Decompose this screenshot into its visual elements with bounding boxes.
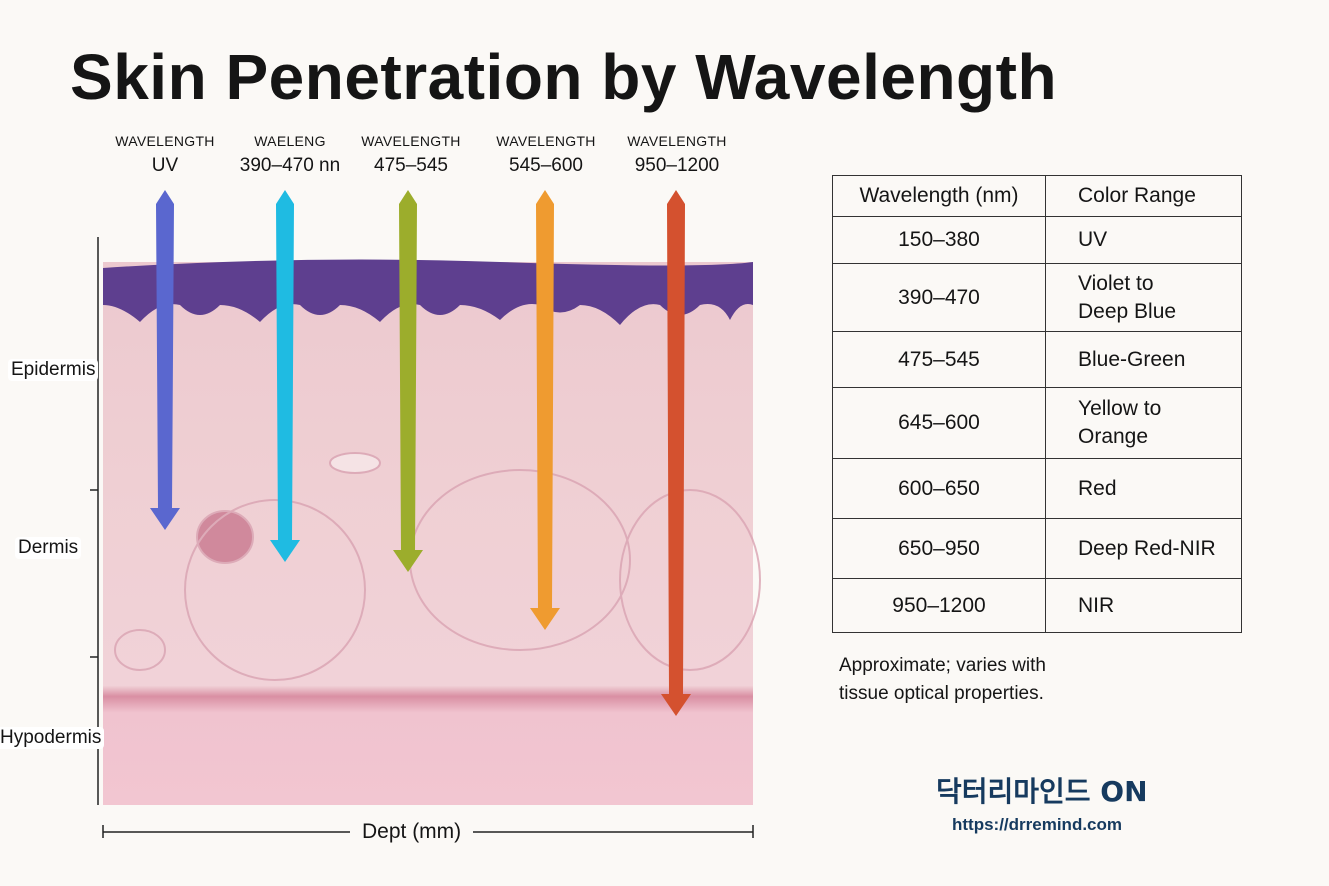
x-axis-label: Dept (mm) [350,820,474,844]
tissue-texture [114,452,761,681]
table-row: 150–380 UV [832,216,1242,264]
label-top: WAVELENGTH [361,133,461,149]
skin-diagram [90,190,761,838]
layer-label-dermis: Dermis [15,537,82,559]
penetration-arrow [393,190,423,572]
cell-wavelength: 650–950 [832,518,1046,579]
cell-color: NIR [1045,578,1242,633]
header-color-range: Color Range [1045,175,1242,217]
epidermis-band [103,259,753,325]
penetration-arrow [150,190,180,530]
cell-wavelength: 475–545 [832,331,1046,388]
cell-wavelength: 390–470 [832,263,1046,332]
table-row: 390–470 Violet to Deep Blue [832,263,1242,332]
table-row: 650–950 Deep Red-NIR [832,518,1242,579]
brand-logo: 닥터리마인드 ON [936,775,1148,808]
wavelength-label-orange: WAVELENGTH 545–600 [476,133,616,177]
cell-color: Violet to Deep Blue [1045,263,1242,332]
label-bottom: 390–470 nn [239,155,341,176]
cell-color: Red [1045,458,1242,519]
label-top: WAVELENGTH [496,133,596,149]
footnote: Approximate; varies with tissue optical … [839,655,1046,704]
label-top: WAVELENGTH [115,133,215,149]
label-bottom: 545–600 [509,155,583,176]
cell-color: Yellow to Orange [1045,387,1242,459]
layer-label-hypodermis: Hypodermis [0,727,105,749]
layer-label-epidermis: Epidermis [8,359,99,381]
label-bottom: 475–545 [374,155,448,176]
penetration-arrow [661,190,691,716]
label-bottom: 950–1200 [634,155,720,176]
label-bottom: UV [151,155,179,176]
cell-wavelength: 150–380 [832,216,1046,264]
header-wavelength: Wavelength (nm) [832,175,1046,217]
label-top: WAELENG [254,133,326,149]
cell-wavelength: 950–1200 [832,578,1046,633]
website-link[interactable]: https://drremind.com [952,815,1123,834]
table-row: 645–600 Yellow to Orange [832,387,1242,459]
label-top: WAVELENGTH [627,133,727,149]
wavelength-label-green: WAVELENGTH 475–545 [341,133,481,177]
table-row: 475–545 Blue-Green [832,331,1242,388]
cell-color: UV [1045,216,1242,264]
table-row: 600–650 Red [832,458,1242,519]
cell-color: Blue-Green [1045,331,1242,388]
table-header-row: Wavelength (nm) Color Range [832,175,1242,217]
page-title: Skin Penetration by Wavelength [70,41,1058,113]
wavelength-label-uv: WAVELENGTH UV [95,133,235,177]
penetration-arrow [270,190,300,562]
wavelength-label-nir: WAVELENGTH 950–1200 [607,133,747,177]
table-row: 950–1200 NIR [832,578,1242,633]
wavelength-table: Wavelength (nm) Color Range 150–380 UV 39… [832,175,1242,633]
penetration-arrow [530,190,560,630]
wavelength-label-violet: WAELENG 390–470 nn [220,133,360,177]
cell-color: Deep Red-NIR [1045,518,1242,579]
cell-wavelength: 645–600 [832,387,1046,459]
cell-wavelength: 600–650 [832,458,1046,519]
